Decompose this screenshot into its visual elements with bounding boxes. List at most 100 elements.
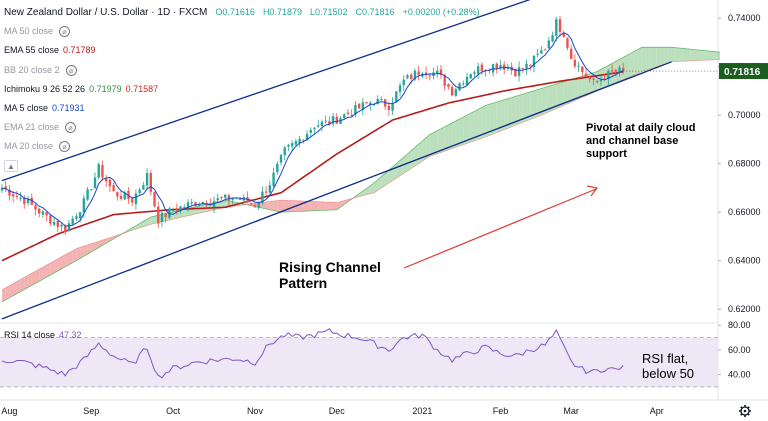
cloud-segment [478,107,482,140]
cloud-segment [526,91,531,121]
candle-body [428,75,431,77]
indicator-label: Ichimoku 9 26 52 26 [4,83,86,94]
cloud-segment [362,188,367,196]
indicator-row-ma5[interactable]: MA 5 close 0.71931 [4,99,480,118]
cloud-segment [281,200,285,213]
candle-body [566,38,569,48]
time-tick-label: Sep [83,406,99,416]
cloud-segment [385,170,389,186]
cloud-segment [560,81,564,108]
candle-body [521,68,524,70]
cloud-segment [444,124,449,152]
cloud-segment [660,47,665,66]
cloud-segment [437,128,441,154]
cloud-segment [552,83,557,111]
eye-hidden-icon[interactable]: ⌀ [59,26,71,38]
indicator-row-ichimoku[interactable]: Ichimoku 9 26 52 26 0.71979 0.71587 [4,80,480,99]
indicator-row-ma50[interactable]: MA 50 close ⌀ [4,22,480,41]
cloud-segment [519,94,523,124]
candle-body [465,76,469,85]
candle-body [231,198,234,200]
cloud-segment [641,47,646,72]
candle-body [138,189,141,194]
cloud-segment [411,147,415,169]
cloud-segment [533,89,538,119]
cloud-segment [318,201,322,211]
cloud-segment [288,200,293,212]
cloud-segment [667,47,672,64]
cloud-segment [344,199,348,205]
indicator-label: MA 5 close [4,102,49,113]
cloud-segment [697,49,702,61]
candle-body [558,19,562,32]
eye-hidden-icon[interactable]: ⌀ [65,64,77,76]
candle-body [86,189,89,200]
indicator-row-bb20[interactable]: BB 20 close 2 ⌀ [4,61,480,80]
cloud-segment [321,201,326,211]
cloud-segment [329,202,334,211]
gear-icon[interactable] [739,405,751,417]
candle-body [34,205,37,210]
candle-body [142,185,145,190]
channel-upper-line [1,0,531,182]
eye-hidden-icon[interactable]: ⌀ [59,141,71,153]
rsi-label: RSI 14 close [4,330,56,340]
cloud-segment [9,283,14,298]
candle-body [317,125,320,127]
cloud-segment [645,47,650,71]
candle-body [618,67,621,74]
ma5-line [1,32,624,227]
candle-body [577,65,580,67]
candle-body [443,74,446,86]
cloud-segment [91,242,95,252]
indicator-row-ema55[interactable]: EMA 55 close 0.71789 [4,41,480,60]
candle-body [38,208,41,214]
cloud-segment [340,200,345,208]
candle-body [569,48,573,59]
candle-body [424,72,428,75]
candle-body [145,173,149,186]
time-tick-label: Mar [563,406,579,416]
indicator-row-ema21[interactable]: EMA 21 close ⌀ [4,118,480,137]
cloud-segment [307,201,311,212]
candle-body [123,192,126,200]
candle-body [101,165,104,178]
candle-body [607,70,610,80]
candle-body [398,85,402,92]
cloud-segment [500,99,505,132]
ohlc-change: +0.00200 (+0.28%) [402,7,480,17]
cloud-segment [72,248,77,263]
candle-body [112,185,115,192]
candle-body [506,68,510,70]
indicator-row-ma20[interactable]: MA 20 close ⌀ [4,137,480,156]
candle-body [473,72,476,74]
cloud-segment [496,100,501,133]
price-tick-label: 0.70000 [728,110,761,120]
cloud-segment [370,183,374,194]
indicator-label: MA 20 close [4,141,54,152]
candle-body [298,138,301,143]
cloud-segment [656,47,661,67]
candle-body [264,191,268,193]
cloud-segment [225,200,229,208]
cloud-segment [303,201,308,212]
candle-body [276,163,279,173]
time-tick-label: Dec [329,406,346,416]
candle-body [75,216,78,219]
candle-body [361,102,365,111]
cloud-segment [54,258,58,274]
ohlc-low: L0.71502 [309,7,348,17]
collapse-legend-icon[interactable]: ▲ [4,160,18,173]
indicator-label: BB 20 close 2 [4,64,60,75]
candle-body [45,212,48,216]
rsi-tick-label: 80.00 [728,320,751,330]
candle-body [547,40,551,49]
candle-body [376,98,379,105]
candle-body [104,178,108,182]
eye-hidden-icon[interactable]: ⌀ [65,122,77,134]
cloud-segment [712,51,717,60]
symbol-title[interactable]: New Zealand Dollar / U.S. Dollar · 1D · … [4,7,208,18]
candle-body [116,192,119,197]
candle-body [186,202,190,208]
